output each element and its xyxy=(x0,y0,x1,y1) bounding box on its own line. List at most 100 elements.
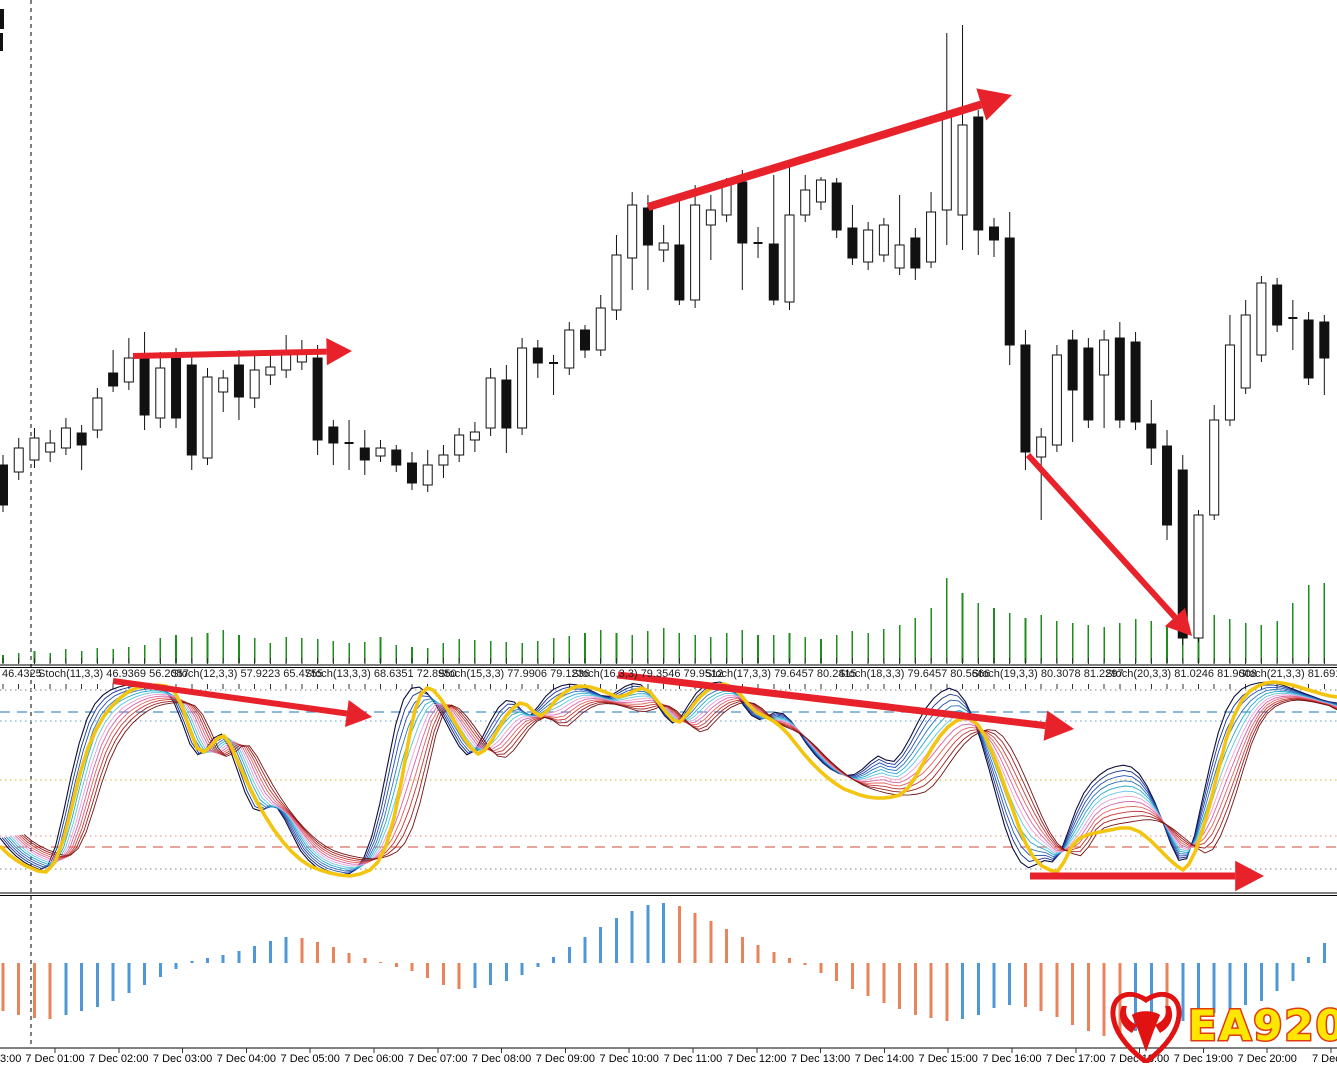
bull-candle xyxy=(30,438,39,460)
bull-candle xyxy=(14,448,23,472)
watermark-logo: EA920 xyxy=(1108,988,1337,1063)
bull-candle xyxy=(879,225,888,255)
bull-icon xyxy=(1113,994,1179,1062)
arrow-head xyxy=(976,88,1012,120)
bear-candle xyxy=(313,358,322,440)
bull-candle xyxy=(785,215,794,302)
bear-candle xyxy=(172,357,181,418)
arrow-head xyxy=(345,700,372,727)
bull-candle xyxy=(423,465,432,485)
bull-candle xyxy=(927,212,936,262)
bull-candle xyxy=(565,330,574,368)
bear-candle xyxy=(1320,322,1329,358)
bear-candle xyxy=(911,238,920,268)
bull-candle xyxy=(486,378,495,428)
time-label: 7 Dec 07:00 xyxy=(408,1053,467,1065)
bull-candle xyxy=(376,448,385,456)
bull-candle xyxy=(1241,315,1250,388)
bull-candle xyxy=(1257,283,1266,355)
bull-candle xyxy=(93,398,102,430)
bear-candle xyxy=(1131,342,1140,422)
bull-candle xyxy=(124,358,133,382)
bull-candle xyxy=(706,210,715,225)
bull-candle xyxy=(1225,345,1234,420)
time-label: 7 Dec 16:00 xyxy=(982,1053,1041,1065)
time-label: 7 Dec 13:00 xyxy=(791,1053,850,1065)
time-label-partial-left: 3:00 xyxy=(0,1053,21,1065)
bear-candle xyxy=(187,365,196,455)
bull-candle xyxy=(1037,437,1046,457)
bear-candle xyxy=(109,373,118,386)
time-label: 7 Dec 06:00 xyxy=(344,1053,403,1065)
bull-candle xyxy=(518,348,527,428)
bear-candle xyxy=(1163,446,1172,525)
bear-candle xyxy=(234,365,243,397)
stoch-label: Stoch(18,3,3) 79.6457 80.5666 xyxy=(838,668,990,680)
stoch-label: Stoch(15,3,3) 77.9906 79.1236 xyxy=(438,668,590,680)
bull-candle xyxy=(722,185,731,215)
bull-candle xyxy=(219,378,228,392)
bear-candle xyxy=(848,228,857,258)
bull-candle xyxy=(816,180,825,202)
bull-candle xyxy=(282,355,291,370)
bear-candle xyxy=(1084,348,1093,420)
bear-candle xyxy=(832,183,841,230)
bear-candle xyxy=(533,348,542,363)
bear-candle xyxy=(1005,238,1014,345)
bear-candle xyxy=(407,463,416,483)
stoch-label: Stoch(16,3,3) 79.3546 79.9512 xyxy=(572,668,724,680)
stoch-label: Stoch(20,3,3) 81.0246 81.9008 xyxy=(1105,668,1257,680)
arrow-head xyxy=(326,338,352,365)
arrow-shaft xyxy=(1028,455,1175,617)
time-label: 7 Dec 03:00 xyxy=(153,1053,212,1065)
trend-arrows xyxy=(113,88,1264,891)
bull-candle xyxy=(266,367,275,375)
time-label: 7 Dec 04:00 xyxy=(217,1053,276,1065)
partial-candle-left-edge xyxy=(0,9,6,53)
bull-candle xyxy=(250,370,259,398)
time-label: 7 Dec 10:00 xyxy=(600,1053,659,1065)
bear-candle xyxy=(643,208,652,245)
bull-candle xyxy=(612,255,621,310)
bear-candle xyxy=(1273,285,1282,325)
bull-candle xyxy=(895,245,904,268)
bear-candle xyxy=(0,465,8,505)
bull-candle xyxy=(1052,355,1061,445)
bull-candle xyxy=(864,230,873,262)
time-label: 7 Dec 02:00 xyxy=(89,1053,148,1065)
stoch-label: Stoch(13,3,3) 68.6351 72.8950 xyxy=(305,668,457,680)
volume-bars xyxy=(3,578,1324,663)
bull-candle xyxy=(691,205,700,300)
stoch-label: Stoch(12,3,3) 57.9223 65.4755 xyxy=(171,668,323,680)
bear-candle xyxy=(675,245,684,300)
bear-candle xyxy=(1115,338,1124,420)
bull-candle xyxy=(958,125,967,215)
bull-candle xyxy=(455,435,464,455)
bear-candle xyxy=(1021,345,1030,452)
time-label: 7 Dec 05:00 xyxy=(281,1053,340,1065)
bear-candle xyxy=(1068,340,1077,390)
time-label: 7 Dec 15:00 xyxy=(919,1053,978,1065)
time-label: 7 Dec 11:00 xyxy=(664,1053,723,1065)
bear-candle xyxy=(77,433,86,445)
bear-candle xyxy=(1147,424,1156,448)
bull-candle xyxy=(801,190,810,215)
bear-candle xyxy=(974,117,983,230)
candlesticks xyxy=(0,25,1329,645)
bull-candle xyxy=(659,243,668,250)
bull-candle xyxy=(628,205,637,258)
bull-candle xyxy=(470,432,479,440)
bull-candle xyxy=(942,115,951,210)
time-label: 7 Dec 12:00 xyxy=(727,1053,786,1065)
time-label: 7 Dec 01:00 xyxy=(25,1053,84,1065)
bear-candle xyxy=(140,357,149,415)
bear-candle xyxy=(738,182,747,243)
time-label: 7 Dec 14:00 xyxy=(855,1053,914,1065)
bull-candle xyxy=(46,443,55,452)
stoch-label: Stoch(17,3,3) 79.6457 80.2415 xyxy=(705,668,857,680)
bull-candle xyxy=(1194,515,1203,638)
stoch-label: Stoch(21,3,3) 81.6911 8 xyxy=(1239,668,1337,680)
bear-candle xyxy=(989,227,998,240)
